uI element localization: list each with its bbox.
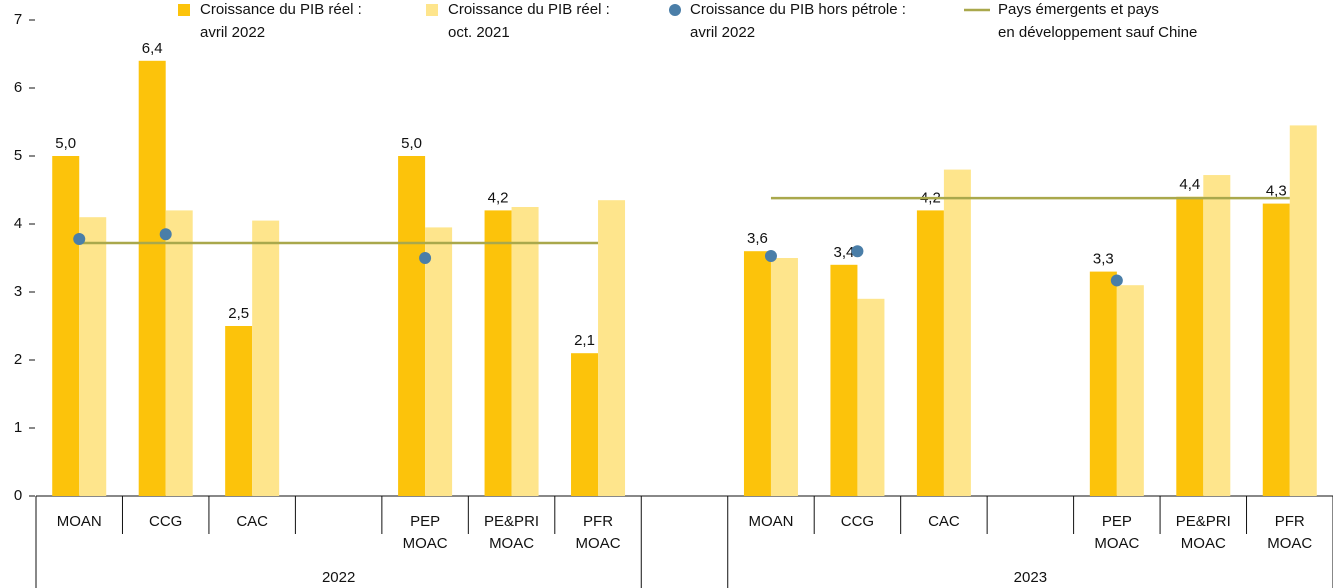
bar bbox=[1262, 203, 1290, 496]
legend-label: en développement sauf Chine bbox=[998, 24, 1197, 41]
bar bbox=[571, 353, 599, 496]
value-label: 3,3 bbox=[1093, 251, 1114, 268]
value-label: 5,0 bbox=[55, 135, 76, 152]
value-label: 2,5 bbox=[228, 305, 249, 322]
y-tick-label: 5 bbox=[14, 147, 22, 164]
x-tick-label-line: MOAC bbox=[1094, 535, 1139, 552]
bar bbox=[1203, 175, 1231, 497]
dot bbox=[73, 232, 86, 245]
bar bbox=[79, 217, 107, 496]
x-tick-label-line: PFR bbox=[1275, 513, 1305, 530]
bar bbox=[916, 210, 944, 496]
dot bbox=[419, 252, 432, 264]
legend-label: Croissance du PIB réel : bbox=[448, 1, 610, 18]
x-tick-label-line: MOAC bbox=[403, 535, 448, 552]
value-label: 4,3 bbox=[1266, 183, 1287, 200]
dot bbox=[1110, 274, 1123, 287]
group-label: 2022 bbox=[322, 569, 355, 586]
x-tick-label-line: MOAC bbox=[1181, 535, 1226, 552]
bar bbox=[1116, 285, 1144, 496]
bar bbox=[857, 298, 885, 496]
bar bbox=[398, 156, 426, 496]
x-tick-label-line: MOAC bbox=[576, 535, 621, 552]
x-tick-label-line: MOAC bbox=[1267, 535, 1312, 552]
dot bbox=[851, 245, 864, 258]
bar bbox=[52, 156, 80, 496]
bar bbox=[165, 210, 193, 496]
bar bbox=[252, 220, 280, 496]
x-tick-label: PE&PRI MOAC bbox=[1176, 513, 1231, 552]
value-label: 4,2 bbox=[488, 189, 509, 206]
x-tick-label-line: MOAC bbox=[489, 535, 534, 552]
x-tick-label: MOAN bbox=[57, 513, 102, 530]
bar bbox=[511, 207, 539, 496]
value-label: 3,4 bbox=[834, 244, 855, 261]
bar bbox=[743, 251, 771, 496]
y-tick-label: 7 bbox=[14, 11, 22, 28]
value-label: 4,4 bbox=[1179, 176, 1200, 193]
legend-label: Pays émergents et pays bbox=[998, 1, 1159, 18]
x-tick-label: CCG bbox=[149, 513, 182, 530]
legend-label: Croissance du PIB hors pétrole : bbox=[690, 1, 906, 18]
bar bbox=[138, 60, 166, 497]
bar bbox=[598, 200, 626, 496]
x-tick-label-line: PE&PRI bbox=[1176, 513, 1231, 530]
y-tick-label: 6 bbox=[14, 79, 22, 96]
legend-label: Croissance du PIB réel : bbox=[200, 1, 362, 18]
y-tick-label: 2 bbox=[14, 351, 22, 368]
x-tick-label-line: PE&PRI bbox=[484, 513, 539, 530]
value-label: 2,1 bbox=[574, 332, 595, 349]
legend-swatch bbox=[669, 4, 681, 16]
value-label: 3,6 bbox=[747, 230, 768, 247]
bar bbox=[484, 210, 512, 496]
x-tick-label-line: PEP bbox=[1102, 513, 1132, 530]
x-tick-label: PE&PRI MOAC bbox=[484, 513, 539, 552]
bar bbox=[770, 258, 798, 496]
y-tick-label: 3 bbox=[14, 283, 22, 300]
bar bbox=[225, 326, 253, 496]
x-tick-label: PFR MOAC bbox=[576, 513, 621, 552]
bar bbox=[830, 264, 858, 496]
x-tick-label: PEP MOAC bbox=[403, 513, 448, 552]
legend-label: avril 2022 bbox=[200, 24, 265, 41]
x-tick-label: PEP MOAC bbox=[1094, 513, 1139, 552]
bar bbox=[1176, 196, 1204, 497]
x-tick-label: CAC bbox=[236, 513, 268, 530]
bar bbox=[1289, 125, 1317, 497]
bar bbox=[1089, 271, 1117, 496]
group-label: 2023 bbox=[1014, 569, 1047, 586]
x-tick-label: CAC bbox=[928, 513, 960, 530]
x-tick-label-line: PFR bbox=[583, 513, 613, 530]
x-tick-label: MOAN bbox=[748, 513, 793, 530]
x-tick-label-line: PEP bbox=[410, 513, 440, 530]
legend-label: oct. 2021 bbox=[448, 24, 510, 41]
value-label: 5,0 bbox=[401, 135, 422, 152]
x-tick-label: PFR MOAC bbox=[1267, 513, 1312, 552]
bar bbox=[425, 227, 453, 496]
legend-swatch bbox=[426, 4, 438, 16]
y-tick-label: 4 bbox=[14, 215, 22, 232]
legend-label: avril 2022 bbox=[690, 24, 755, 41]
legend-swatch bbox=[178, 4, 190, 16]
dot bbox=[764, 249, 777, 262]
dot bbox=[159, 228, 172, 241]
x-tick-label: CCG bbox=[841, 513, 874, 530]
y-tick-label: 0 bbox=[14, 487, 22, 504]
value-label: 6,4 bbox=[142, 40, 163, 57]
y-tick-label: 1 bbox=[14, 419, 22, 436]
bar bbox=[943, 169, 971, 496]
